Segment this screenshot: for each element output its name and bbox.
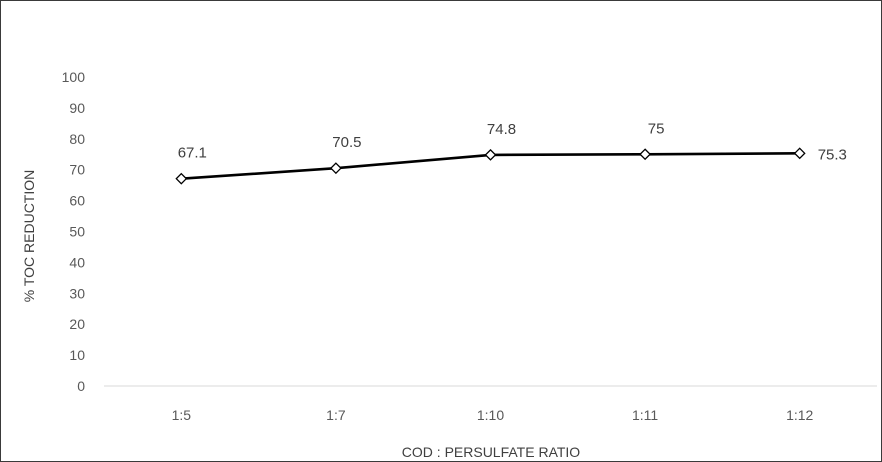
x-axis-ticks: 1:5 1:7 1:10 1:11 1:12 (172, 407, 814, 423)
y-tick-label: 20 (69, 316, 85, 332)
data-point-marker (175, 172, 188, 185)
y-tick-label: 40 (69, 254, 85, 270)
y-tick-label: 50 (69, 224, 85, 240)
y-tick-label: 80 (69, 131, 85, 147)
data-label: 74.8 (487, 121, 516, 138)
data-point-marker (329, 162, 342, 175)
y-tick-label: 0 (77, 378, 85, 394)
data-point-marker (793, 147, 806, 160)
y-axis-ticks: 0 10 20 30 40 50 60 70 80 90 100 (62, 69, 86, 394)
data-label: 75.3 (818, 146, 847, 163)
data-label: 70.5 (332, 134, 361, 151)
data-point-marker (639, 148, 652, 161)
x-tick-label: 1:12 (786, 407, 813, 423)
y-tick-label: 30 (69, 285, 85, 301)
data-label: 75 (648, 120, 665, 137)
data-point-marker (484, 148, 497, 161)
x-tick-label: 1:11 (632, 407, 658, 423)
x-axis-title: COD : PERSULFATE RATIO (402, 444, 581, 460)
series-toc-reduction (175, 147, 806, 185)
y-tick-label: 10 (69, 347, 85, 363)
x-tick-label: 1:5 (172, 407, 192, 423)
y-tick-label: 70 (69, 162, 85, 178)
y-tick-label: 100 (62, 69, 86, 85)
y-tick-label: 90 (69, 100, 85, 116)
x-tick-label: 1:10 (477, 407, 504, 423)
x-tick-label: 1:7 (326, 407, 346, 423)
y-axis-title: % TOC REDUCTION (21, 170, 37, 303)
data-labels: 67.1 70.5 74.8 75 75.3 (178, 120, 847, 163)
y-tick-label: 60 (69, 193, 85, 209)
data-label: 67.1 (178, 145, 207, 162)
